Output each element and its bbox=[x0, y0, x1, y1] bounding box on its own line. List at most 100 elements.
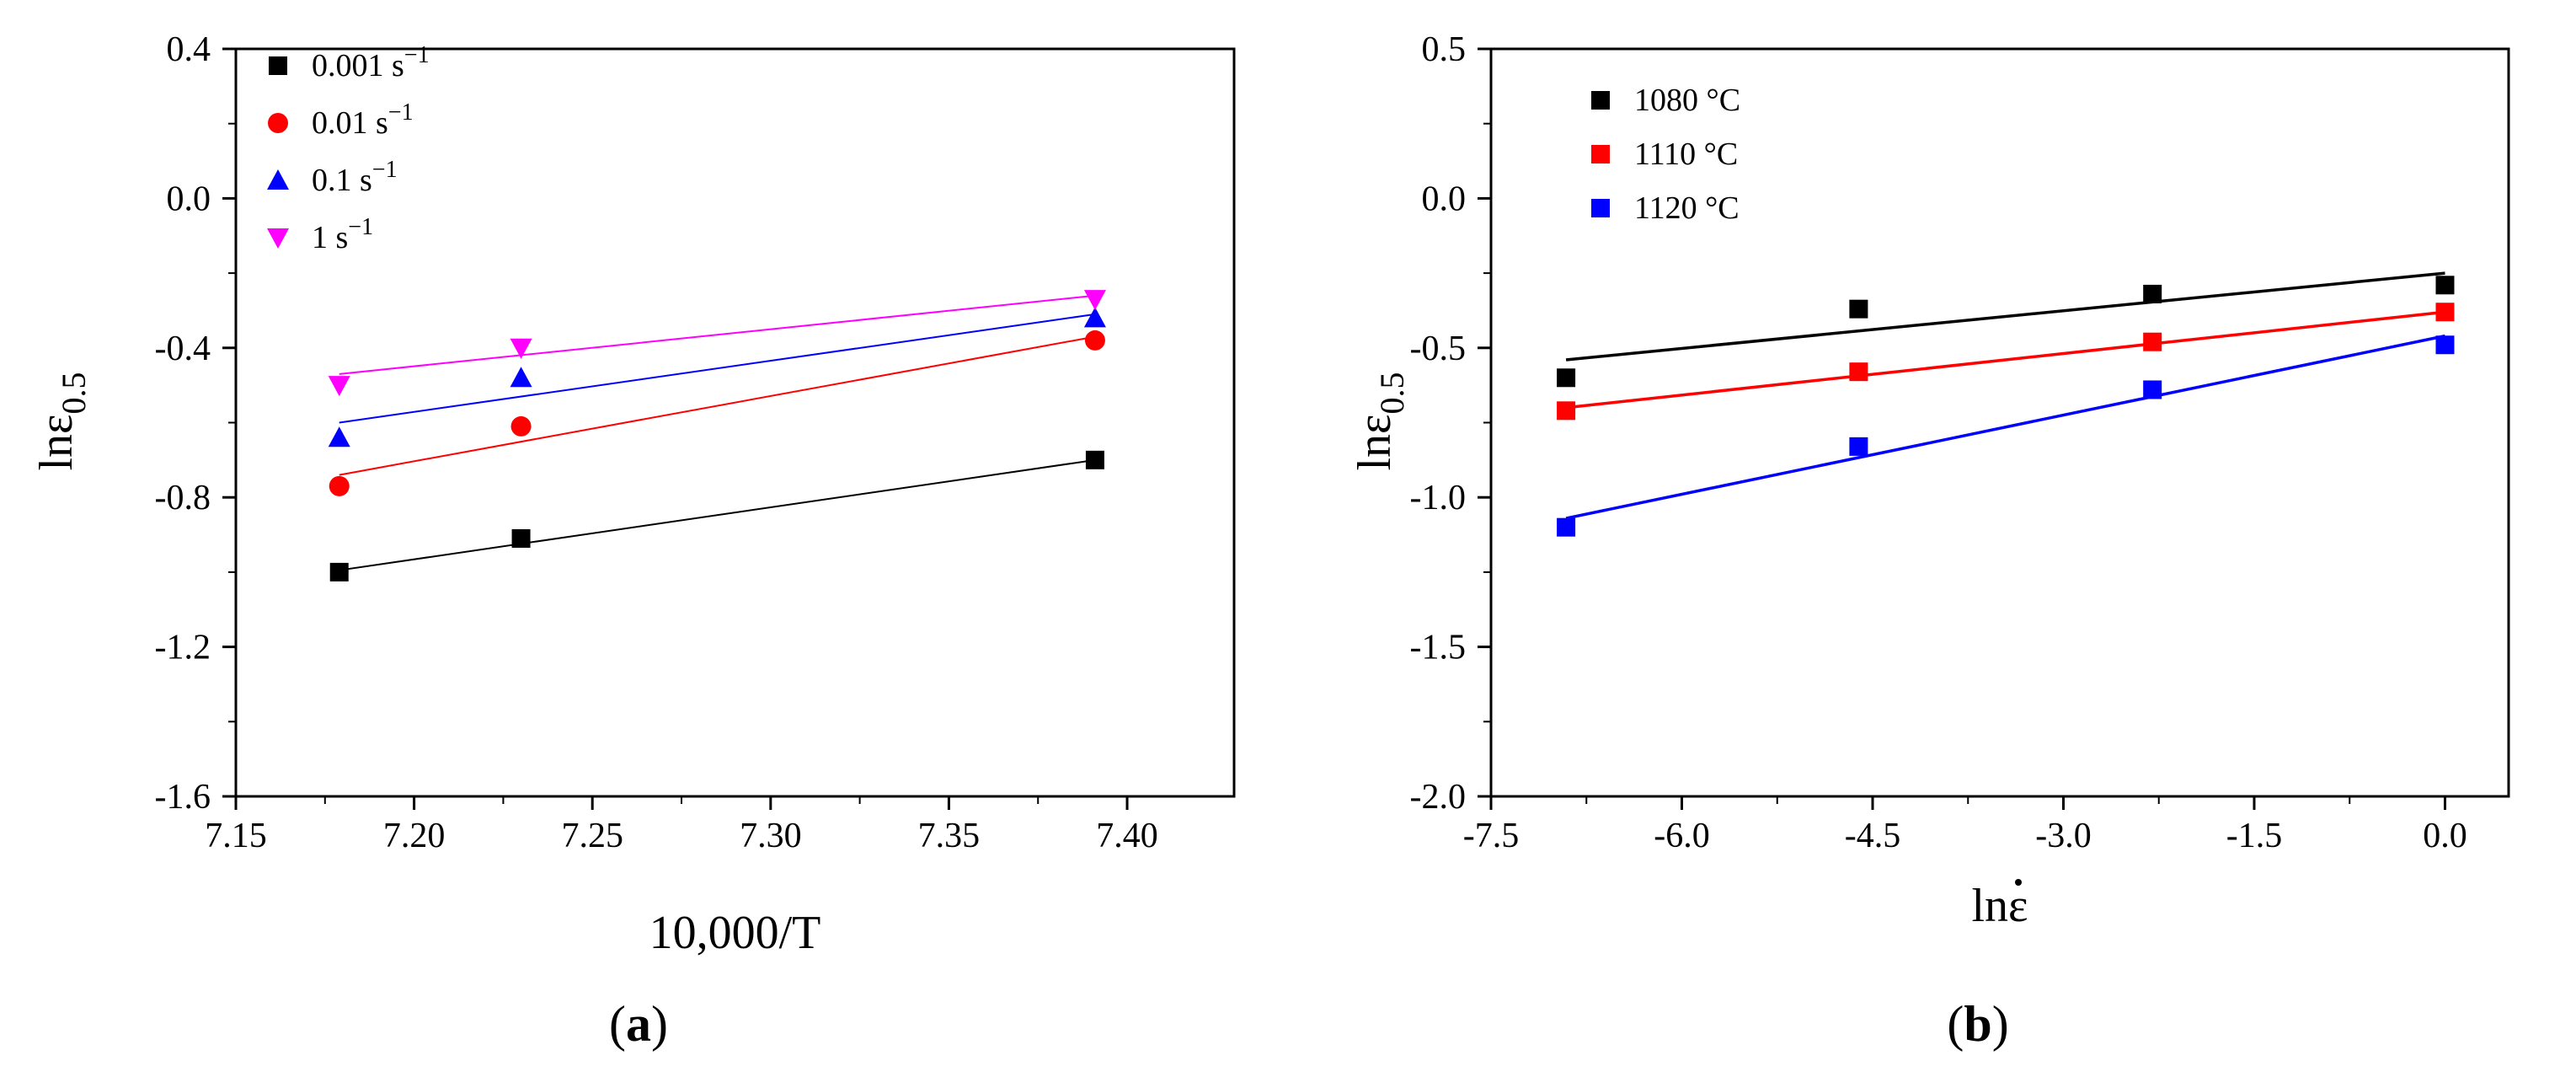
fit-line-a-3 bbox=[339, 294, 1096, 375]
legend-label: 1080 °C bbox=[1634, 83, 1740, 118]
fit-line-b-0 bbox=[1565, 271, 2445, 362]
data-point-a-0 bbox=[1085, 450, 1104, 469]
data-point-b-0 bbox=[1849, 299, 1868, 319]
x-tick-label: 7.20 bbox=[383, 817, 446, 855]
y-tick-label: -1.0 bbox=[1410, 479, 1467, 517]
y-tick-label: 0.0 bbox=[1422, 180, 1467, 218]
data-point-a-0 bbox=[329, 562, 349, 581]
data-point-b-2 bbox=[2143, 380, 2162, 399]
legend-label-text: 1 s bbox=[312, 220, 348, 255]
chart-panel-b: -7.5 -6.0 -4.5 -3.0 -1.5 0.0 0.5 0.0 -0.5 -1.0 -1.… bbox=[1349, 30, 2510, 1052]
y-axis-label-main: lnε bbox=[30, 414, 83, 470]
legend-marker bbox=[267, 228, 289, 249]
y-axis-label: lnε0.5 bbox=[1349, 372, 1411, 470]
data-point-a-3 bbox=[1083, 290, 1106, 311]
y-tick-label: -1.2 bbox=[155, 629, 211, 667]
data-point-b-2 bbox=[2435, 335, 2455, 355]
legend-label-text: 0.001 s bbox=[312, 48, 404, 83]
legend-label-text: 1120 °C bbox=[1634, 190, 1740, 226]
x-tick-label: 7.30 bbox=[740, 817, 802, 855]
data-point-b-1 bbox=[2435, 303, 2455, 322]
panel-label-open: ( bbox=[609, 996, 626, 1052]
y-tick-label: 0.4 bbox=[167, 30, 211, 69]
data-point-b-0 bbox=[2143, 284, 2162, 303]
y-tick-label: -2.0 bbox=[1410, 778, 1467, 817]
x-tick-label: 7.40 bbox=[1096, 817, 1158, 855]
y-tick-label: -0.8 bbox=[155, 479, 211, 517]
data-point-b-2 bbox=[1557, 517, 1576, 537]
y-axis-label-main: lnε bbox=[1349, 414, 1401, 470]
data-point-b-1 bbox=[2143, 332, 2162, 351]
x-tick-label: -6.0 bbox=[1654, 817, 1710, 855]
y-tick-label: 0.5 bbox=[1422, 30, 1467, 69]
y-tick-label: -1.5 bbox=[1410, 629, 1467, 667]
data-point-b-0 bbox=[2435, 276, 2455, 295]
legend-label: 0.001 s−1 bbox=[312, 42, 430, 83]
legend-marker bbox=[1591, 199, 1610, 217]
data-point-a-0 bbox=[511, 528, 531, 548]
y-tick-label: -1.6 bbox=[155, 778, 211, 817]
x-tick-label: 7.35 bbox=[918, 817, 981, 855]
panel-label-close: ) bbox=[651, 996, 668, 1052]
fit-line-a-2 bbox=[339, 313, 1096, 424]
panel-label-letter: b bbox=[1964, 996, 1991, 1052]
x-tick-label: -4.5 bbox=[1845, 817, 1901, 855]
legend-marker bbox=[267, 169, 289, 190]
data-point-b-0 bbox=[1557, 368, 1576, 388]
y-tick-label: -0.5 bbox=[1410, 330, 1467, 368]
legend-marker bbox=[268, 113, 288, 133]
legend-label-superscript: −1 bbox=[348, 214, 373, 240]
legend-marker bbox=[1591, 91, 1610, 110]
x-axis-label: lnε bbox=[1971, 880, 2028, 932]
strain-rate-dot-icon bbox=[2015, 879, 2022, 886]
y-axis-label-subscript: 0.5 bbox=[1373, 372, 1411, 414]
legend-label-text: 0.1 s bbox=[312, 163, 372, 198]
data-point-a-3 bbox=[510, 338, 532, 359]
y-tick-label: 0.0 bbox=[167, 180, 211, 218]
data-point-b-2 bbox=[1849, 437, 1868, 456]
legend-label-text: 0.01 s bbox=[312, 105, 388, 141]
x-tick-label: 7.25 bbox=[561, 817, 623, 855]
legend-label-text: 1080 °C bbox=[1634, 83, 1740, 118]
panel-label-letter: a bbox=[626, 996, 651, 1052]
panel-label-open: ( bbox=[1947, 996, 1964, 1052]
x-tick-label: -3.0 bbox=[2035, 817, 2092, 855]
fit-line-b-1 bbox=[1565, 310, 2445, 410]
data-point-a-3 bbox=[328, 376, 350, 397]
legend-label: 0.01 s−1 bbox=[312, 99, 414, 141]
x-tick-label: 0.0 bbox=[2423, 817, 2467, 855]
data-point-a-1 bbox=[329, 475, 350, 496]
legend-marker bbox=[1591, 145, 1610, 163]
data-point-b-1 bbox=[1849, 362, 1868, 382]
data-point-a-1 bbox=[510, 415, 532, 437]
data-point-a-2 bbox=[510, 367, 532, 388]
chart-panel-a: 7.15 7.20 7.25 7.30 7.35 7.40 0.4 0.0 -0.4 -0.8 -1… bbox=[30, 30, 1236, 1052]
fit-line-a-0 bbox=[339, 458, 1096, 571]
legend-label-superscript: −1 bbox=[372, 157, 398, 183]
legend-label: 0.1 s−1 bbox=[312, 157, 398, 198]
x-tick-label: 7.15 bbox=[205, 817, 267, 855]
data-point-a-1 bbox=[1084, 330, 1105, 351]
x-tick-label: -7.5 bbox=[1463, 817, 1520, 855]
panel-label-close: ) bbox=[1992, 996, 2009, 1052]
legend-marker bbox=[269, 56, 287, 75]
data-point-a-2 bbox=[1083, 307, 1106, 328]
legend-label-superscript: −1 bbox=[388, 99, 414, 126]
legend-label: 1110 °C bbox=[1634, 137, 1738, 172]
legend-label-superscript: −1 bbox=[404, 42, 430, 68]
legend-label-text: 1110 °C bbox=[1634, 137, 1738, 172]
panel-label: (a) bbox=[609, 996, 668, 1052]
y-axis-label-subscript: 0.5 bbox=[55, 372, 93, 414]
data-point-b-1 bbox=[1557, 401, 1576, 421]
data-point-a-2 bbox=[328, 426, 350, 447]
y-tick-label: -0.4 bbox=[155, 330, 211, 368]
x-axis-label: 10,000/T bbox=[649, 907, 821, 959]
y-axis-label: lnε0.5 bbox=[30, 372, 93, 470]
legend-label: 1 s−1 bbox=[312, 214, 373, 255]
fit-line-a-1 bbox=[339, 335, 1096, 476]
x-tick-label: -1.5 bbox=[2226, 817, 2283, 855]
legend-label: 1120 °C bbox=[1634, 190, 1740, 226]
panel-label: (b) bbox=[1947, 996, 2008, 1052]
fit-line-b-2 bbox=[1565, 334, 2445, 520]
